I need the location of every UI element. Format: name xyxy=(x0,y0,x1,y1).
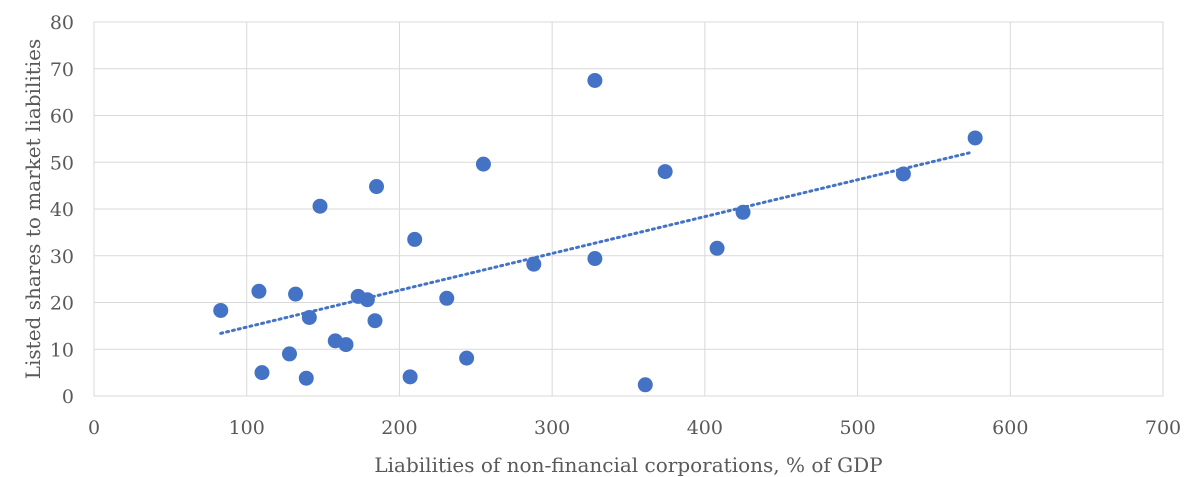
y-tick-label: 70 xyxy=(50,59,74,81)
data-point xyxy=(288,286,304,302)
data-point xyxy=(359,292,375,308)
data-point xyxy=(338,337,354,353)
data-point xyxy=(709,240,725,256)
x-tick-label: 600 xyxy=(992,417,1028,439)
data-point xyxy=(407,231,423,247)
x-tick-label: 100 xyxy=(229,417,265,439)
y-axis-title: Listed shares to market liabilities xyxy=(21,39,45,380)
x-tick-label: 400 xyxy=(687,417,723,439)
x-axis-tick-labels: 0 100 200 300 400 500 600 700 xyxy=(88,417,1181,439)
data-point xyxy=(301,309,317,325)
y-tick-label: 80 xyxy=(50,12,74,34)
gridlines xyxy=(93,21,1164,397)
data-point xyxy=(657,164,673,180)
data-point xyxy=(439,290,455,306)
x-tick-label: 0 xyxy=(88,417,100,439)
x-tick-label: 500 xyxy=(839,417,875,439)
data-point xyxy=(281,346,297,362)
data-point xyxy=(251,283,267,299)
trendline xyxy=(219,151,971,335)
y-tick-label: 60 xyxy=(50,106,74,128)
data-point xyxy=(298,370,314,386)
y-tick-label: 0 xyxy=(62,386,74,408)
data-point xyxy=(254,365,270,381)
data-point xyxy=(967,130,983,146)
data-point xyxy=(895,166,911,182)
y-tick-label: 50 xyxy=(50,152,74,174)
y-tick-label: 10 xyxy=(50,339,74,361)
data-point xyxy=(587,72,603,88)
data-point xyxy=(312,198,328,214)
x-tick-label: 700 xyxy=(1145,417,1181,439)
data-point xyxy=(459,350,475,366)
data-point xyxy=(526,256,542,272)
data-point xyxy=(475,156,491,172)
data-point xyxy=(369,179,385,195)
plot-area-frame xyxy=(93,21,1164,397)
data-point xyxy=(213,302,229,318)
x-tick-label: 300 xyxy=(534,417,570,439)
data-point xyxy=(367,313,383,329)
data-point xyxy=(735,204,751,220)
data-point xyxy=(402,369,418,385)
x-axis-title: Liabilities of non-financial corporation… xyxy=(374,453,882,477)
data-point xyxy=(637,377,653,393)
data-point xyxy=(587,251,603,267)
y-axis-tick-labels: 0 10 20 30 40 50 60 70 80 xyxy=(50,12,74,408)
y-tick-label: 30 xyxy=(50,246,74,268)
data-points xyxy=(213,72,983,393)
y-tick-label: 20 xyxy=(50,293,74,315)
x-tick-label: 200 xyxy=(381,417,417,439)
y-tick-label: 40 xyxy=(50,199,74,221)
